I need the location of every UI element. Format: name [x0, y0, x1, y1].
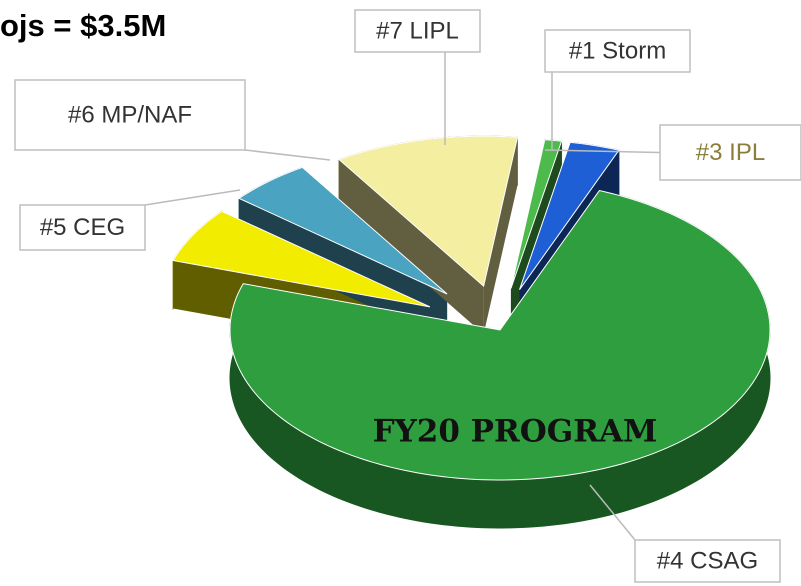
callout-line: [244, 149, 331, 161]
slice-label: #5 CEG: [40, 214, 125, 241]
slice: [337, 135, 519, 288]
slice: [238, 166, 448, 295]
chart-title: ojs = $3.5M: [0, 8, 166, 43]
label-box: [14, 79, 246, 151]
slice: [229, 189, 771, 481]
slice-label: #1 Storm: [569, 37, 666, 64]
slice-label: #7 LIPL: [376, 17, 459, 44]
label-box: [19, 204, 146, 251]
slice: [510, 139, 563, 289]
slice-wall: [483, 137, 518, 335]
label-box: [659, 124, 801, 181]
label-box: [634, 539, 781, 583]
slice: [172, 210, 431, 308]
callout-line: [589, 484, 636, 541]
slice-label: #3 IPL: [696, 139, 765, 166]
label-box: [544, 29, 691, 73]
callout-line: [144, 189, 241, 206]
label-box: [354, 9, 481, 53]
annotation: FY20 PROGRAM: [373, 414, 658, 450]
slice-label: #4 CSAG: [657, 547, 758, 574]
slice-wall: [338, 159, 484, 335]
slice-label: #6 MP/NAF: [68, 101, 192, 128]
slice: [519, 141, 620, 290]
callout-line: [544, 149, 661, 154]
